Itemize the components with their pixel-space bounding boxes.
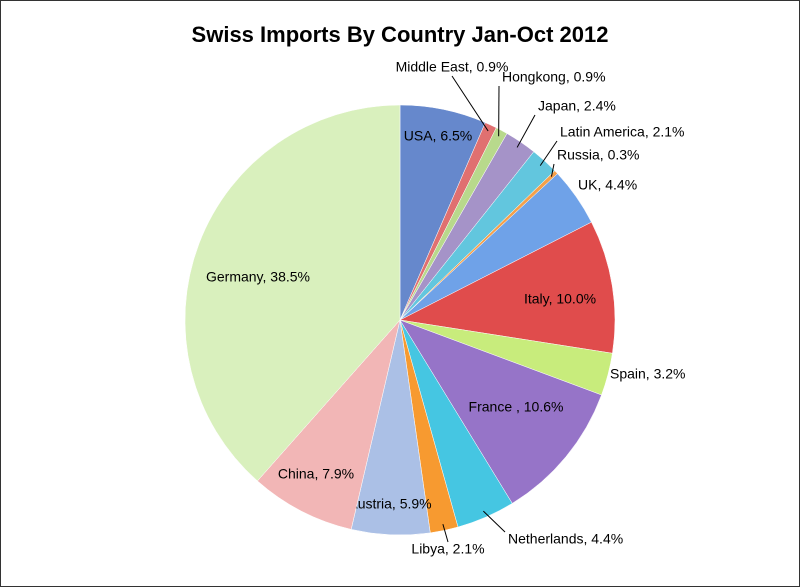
pie-slice xyxy=(184,104,401,482)
data-label: Middle East, 0.9% xyxy=(396,59,509,75)
data-label: China, 7.9% xyxy=(278,466,354,482)
data-label: Austria, 5.9% xyxy=(348,496,431,512)
data-label: Libya, 2.1% xyxy=(411,541,484,557)
data-label: Spain, 3.2% xyxy=(610,366,686,382)
leader-line xyxy=(516,114,536,148)
data-label: Japan, 2.4% xyxy=(538,98,616,114)
data-label: Hongkong, 0.9% xyxy=(502,69,606,85)
data-label: USA, 6.5% xyxy=(404,128,472,144)
pie-slice xyxy=(399,221,616,354)
leader-line xyxy=(483,510,506,533)
chart-title: Swiss Imports By Country Jan-Oct 2012 xyxy=(192,22,609,47)
pie-slice xyxy=(257,319,401,530)
leader-line xyxy=(451,75,489,132)
data-label: Italy, 10.0% xyxy=(524,291,596,307)
data-label: France , 10.6% xyxy=(469,399,564,415)
data-label: UK, 4.4% xyxy=(578,177,637,193)
leader-line xyxy=(550,163,555,177)
data-label: Germany, 38.5% xyxy=(206,269,310,285)
leader-line xyxy=(442,523,449,543)
pie-slice xyxy=(399,319,602,504)
leader-line xyxy=(539,140,558,166)
data-label: Netherlands, 4.4% xyxy=(508,531,623,547)
data-label: Russia, 0.3% xyxy=(557,147,639,163)
data-label: Latin America, 2.1% xyxy=(560,124,685,140)
